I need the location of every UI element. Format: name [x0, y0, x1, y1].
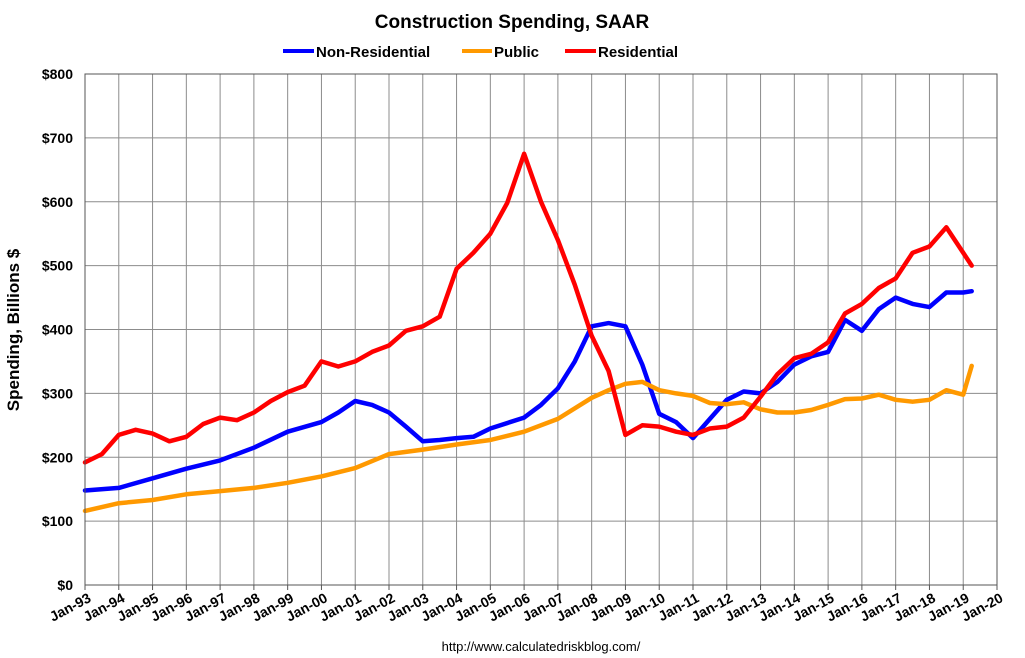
source-url: http://www.calculatedriskblog.com/ [442, 639, 641, 654]
y-axis-ticks: $0 $100 $200 $300 $400 $500 $600 $700 $800 [42, 66, 73, 593]
y-tick-label: $200 [42, 449, 73, 465]
series-line-non-residential [82, 288, 974, 493]
x-axis-ticks: Jan-93Jan-94Jan-95Jan-96Jan-97Jan-98Jan-… [47, 585, 1006, 624]
y-tick-label: $800 [42, 66, 73, 82]
series-line-residential [82, 151, 974, 465]
plot-border [84, 73, 998, 586]
y-tick-label: $400 [42, 322, 73, 338]
legend: Non-Residential Public Residential [283, 44, 678, 61]
y-tick-label: $600 [42, 194, 73, 210]
y-tick-label: $0 [57, 577, 73, 593]
series-layer [82, 151, 974, 514]
y-axis-label: Spending, Billions $ [4, 248, 23, 411]
chart-title: Construction Spending, SAAR [375, 12, 650, 33]
legend-label-public: Public [494, 44, 539, 61]
y-tick-label: $700 [42, 130, 73, 146]
y-tick-label: $100 [42, 513, 73, 529]
legend-label-residential: Residential [598, 44, 678, 61]
y-tick-label: $500 [42, 258, 73, 274]
legend-label-non-residential: Non-Residential [316, 44, 430, 61]
series-line-public [82, 363, 974, 514]
y-tick-label: $300 [42, 385, 73, 401]
